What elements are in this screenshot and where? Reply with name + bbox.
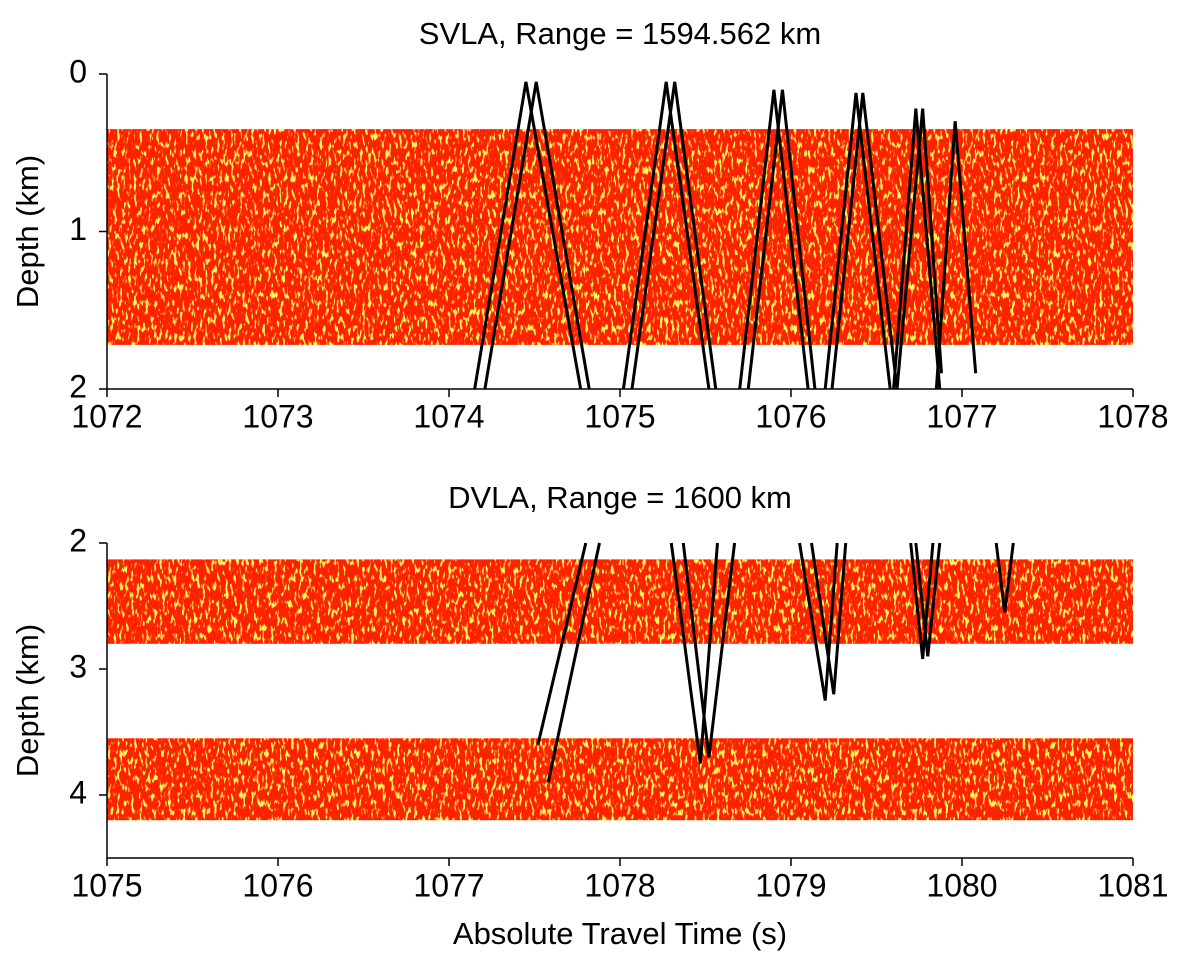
ray [546, 542, 601, 783]
x-tick-label: 1076 [242, 867, 313, 903]
x-tick-label: 1078 [584, 867, 655, 903]
ray [810, 542, 848, 695]
x-tick-label: 1077 [413, 867, 484, 903]
ray [892, 108, 942, 390]
ray [934, 121, 978, 390]
y-tick-label: 2 [69, 368, 87, 404]
ray [483, 81, 591, 390]
ray [536, 542, 588, 745]
ray [895, 108, 943, 390]
x-tick-label: 1075 [584, 398, 655, 434]
x-tick-label: 1080 [926, 867, 997, 903]
ray [738, 89, 810, 390]
x-tick-label: 1079 [755, 867, 826, 903]
x-tick-label: 1077 [926, 398, 997, 434]
ray [823, 92, 892, 390]
x-tick-label: 1074 [413, 398, 484, 434]
ray [909, 542, 935, 660]
ray [621, 81, 711, 390]
ray [994, 542, 1015, 613]
x-tick-label: 1081 [1097, 867, 1168, 903]
ray [746, 89, 817, 390]
y-tick-label: 1 [69, 211, 87, 247]
ray [830, 92, 899, 390]
y-tick-label: 4 [69, 774, 87, 810]
x-tick-label: 1078 [1097, 398, 1168, 434]
heatmap-texture [107, 559, 1133, 644]
heatmap-texture [107, 129, 1133, 345]
ray [798, 542, 839, 701]
y-axis-label: Depth (km) [10, 624, 45, 777]
x-tick-label: 1076 [755, 398, 826, 434]
y-tick-label: 3 [69, 648, 87, 684]
y-axis-label: Depth (km) [10, 155, 45, 308]
ray [669, 542, 719, 764]
ray [630, 81, 718, 390]
x-tick-label: 1075 [71, 867, 142, 903]
y-tick-label: 2 [69, 522, 87, 558]
chart-title: DVLA, Range = 1600 km [448, 480, 792, 515]
heatmap-texture [107, 738, 1133, 821]
chart-title: SVLA, Range = 1594.562 km [419, 16, 821, 51]
x-tick-label: 1073 [242, 398, 313, 434]
ray [914, 542, 942, 657]
y-tick-label: 0 [69, 53, 87, 89]
x-axis-label: Absolute Travel Time (s) [453, 916, 787, 951]
ray [473, 81, 583, 390]
ray [681, 542, 737, 758]
x-tick-label: 1072 [71, 398, 142, 434]
